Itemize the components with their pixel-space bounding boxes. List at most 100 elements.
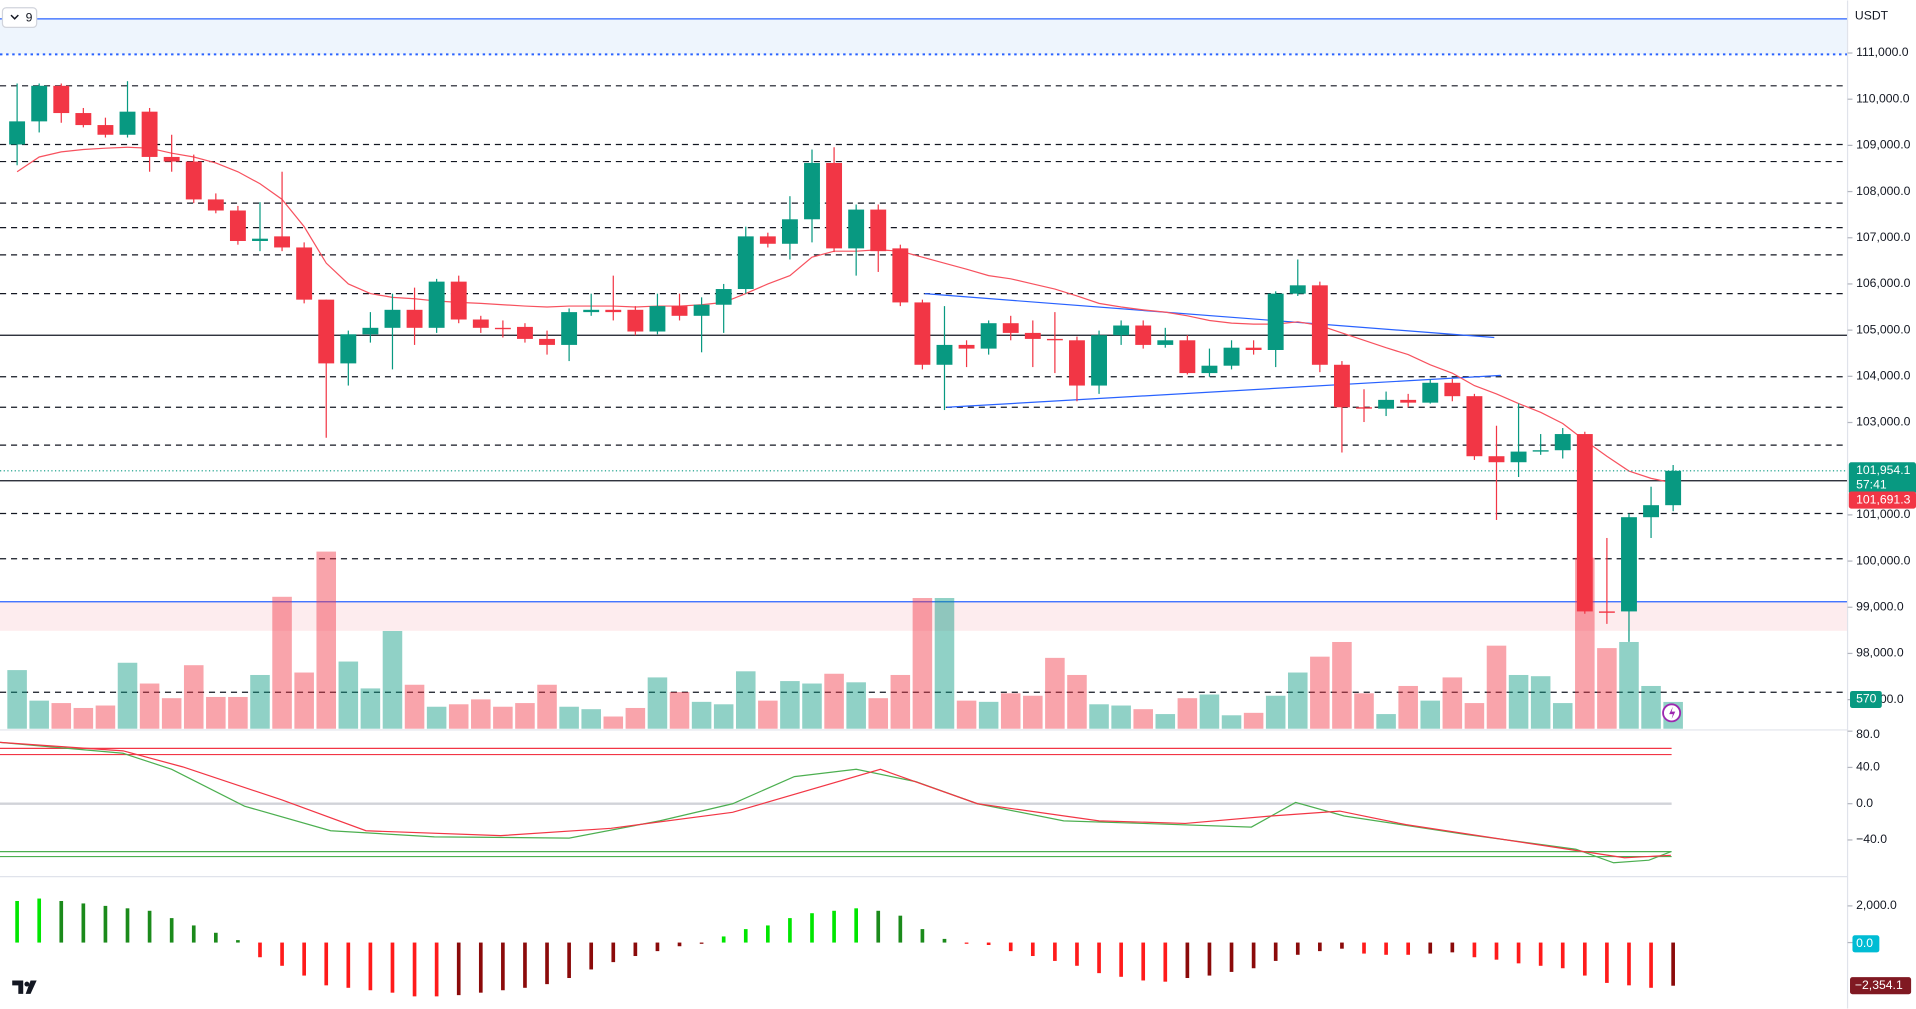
histogram-bar xyxy=(147,910,152,943)
volume-bar xyxy=(934,598,955,729)
volume-bar xyxy=(581,709,601,729)
histogram-bar xyxy=(1163,942,1168,982)
histogram-bar xyxy=(1008,942,1013,952)
histogram-bar xyxy=(191,925,196,943)
candle-body xyxy=(207,199,224,211)
volume-bar xyxy=(669,692,690,729)
volume-bar xyxy=(1133,709,1153,729)
candle-body xyxy=(9,121,26,145)
price-label-box xyxy=(1848,491,1916,509)
candle-body xyxy=(362,327,379,335)
zones xyxy=(0,18,1848,631)
volume-bar xyxy=(73,707,94,729)
histogram-bar xyxy=(1671,942,1675,986)
y-tick-label: 109,000.0 xyxy=(1856,138,1911,152)
histogram-bar xyxy=(1649,942,1653,988)
histogram-bar xyxy=(1185,942,1190,979)
candle-body xyxy=(1002,323,1019,333)
replay-icon[interactable] xyxy=(1662,703,1682,723)
volume-bar xyxy=(228,696,248,729)
histogram-bar xyxy=(1494,942,1499,960)
candle-body xyxy=(804,162,820,220)
histogram-bar xyxy=(721,936,726,943)
candle-body xyxy=(1245,347,1262,350)
trendline xyxy=(946,374,1501,408)
histogram-bar xyxy=(478,942,483,993)
histogram-bar xyxy=(986,942,991,945)
volume-bar xyxy=(1089,704,1109,729)
oscillator-line xyxy=(0,741,1671,859)
ema-line xyxy=(16,146,1674,484)
histogram-bar xyxy=(1318,942,1322,952)
y-tick-label: −40.0 xyxy=(1856,832,1887,846)
y-tick-label: 2,000.0 xyxy=(1856,898,1897,912)
volume-bar xyxy=(1442,677,1463,729)
histogram-bar xyxy=(655,942,660,952)
histogram-bar xyxy=(346,942,351,988)
histogram-bar xyxy=(832,910,836,943)
volume-bar xyxy=(1177,698,1198,729)
candle-body xyxy=(1024,332,1041,339)
candle-body xyxy=(914,302,931,365)
histogram-bar xyxy=(1362,942,1366,954)
histogram-bar xyxy=(876,910,881,943)
volume-bar xyxy=(956,700,977,729)
histogram-bar xyxy=(1251,942,1256,969)
histogram-bar xyxy=(1097,942,1101,974)
histogram-bar xyxy=(942,938,947,943)
candle-body xyxy=(958,344,975,349)
currency: USDT xyxy=(1855,9,1889,23)
candle-body xyxy=(980,323,997,349)
volume-bar xyxy=(139,683,160,729)
volume-bar xyxy=(1111,705,1131,729)
candle-body xyxy=(75,113,92,126)
candle-body xyxy=(384,309,401,328)
candle-body xyxy=(561,312,578,345)
volume-bar xyxy=(404,684,425,729)
candle-body xyxy=(1378,399,1395,409)
candle-body xyxy=(318,299,335,364)
y-tick-label: 104,000.0 xyxy=(1856,369,1911,383)
indicator-toggle[interactable]: 9 xyxy=(1,7,38,28)
signal-label: 0.0 xyxy=(1856,936,1873,950)
candle-body xyxy=(406,309,423,328)
volume-bar xyxy=(1221,715,1242,729)
candle-body xyxy=(627,309,644,332)
volume-bar xyxy=(426,706,447,729)
histogram-bar xyxy=(810,913,814,943)
y-tick-label: 99,000.0 xyxy=(1856,599,1904,613)
histogram-bar xyxy=(545,942,549,985)
y-tick-label: 100,000.0 xyxy=(1856,553,1911,567)
candle-body xyxy=(97,125,114,135)
candle-body xyxy=(583,309,600,313)
histogram-bar xyxy=(1340,942,1344,949)
volume-bar xyxy=(1464,703,1485,729)
candle-body xyxy=(1422,382,1439,403)
volume-bar xyxy=(117,662,138,729)
price-label: 101,691.3 xyxy=(1856,492,1911,506)
candle-body xyxy=(296,247,313,300)
candle-body xyxy=(517,326,533,339)
volume-bar xyxy=(802,683,822,729)
volume-bar xyxy=(1265,695,1286,729)
histogram-bar xyxy=(1273,942,1278,961)
volume-bar xyxy=(250,674,270,729)
y-tick-label: 80.0 xyxy=(1856,727,1880,741)
histogram-bar xyxy=(1295,942,1300,955)
histogram-bar xyxy=(59,900,64,943)
histogram-bar xyxy=(1582,942,1587,976)
histogram-bar xyxy=(589,942,594,970)
candle-body xyxy=(1400,399,1417,403)
candle-body xyxy=(53,85,70,114)
candle-body xyxy=(605,309,622,313)
volume-bar xyxy=(1486,645,1507,729)
candle-body xyxy=(119,111,136,135)
histogram-bar xyxy=(390,942,395,993)
candle-body xyxy=(31,85,48,122)
zone xyxy=(0,18,1848,55)
histogram-bar xyxy=(1428,942,1433,954)
histogram-bar xyxy=(743,929,748,943)
volume-bar xyxy=(846,682,866,729)
